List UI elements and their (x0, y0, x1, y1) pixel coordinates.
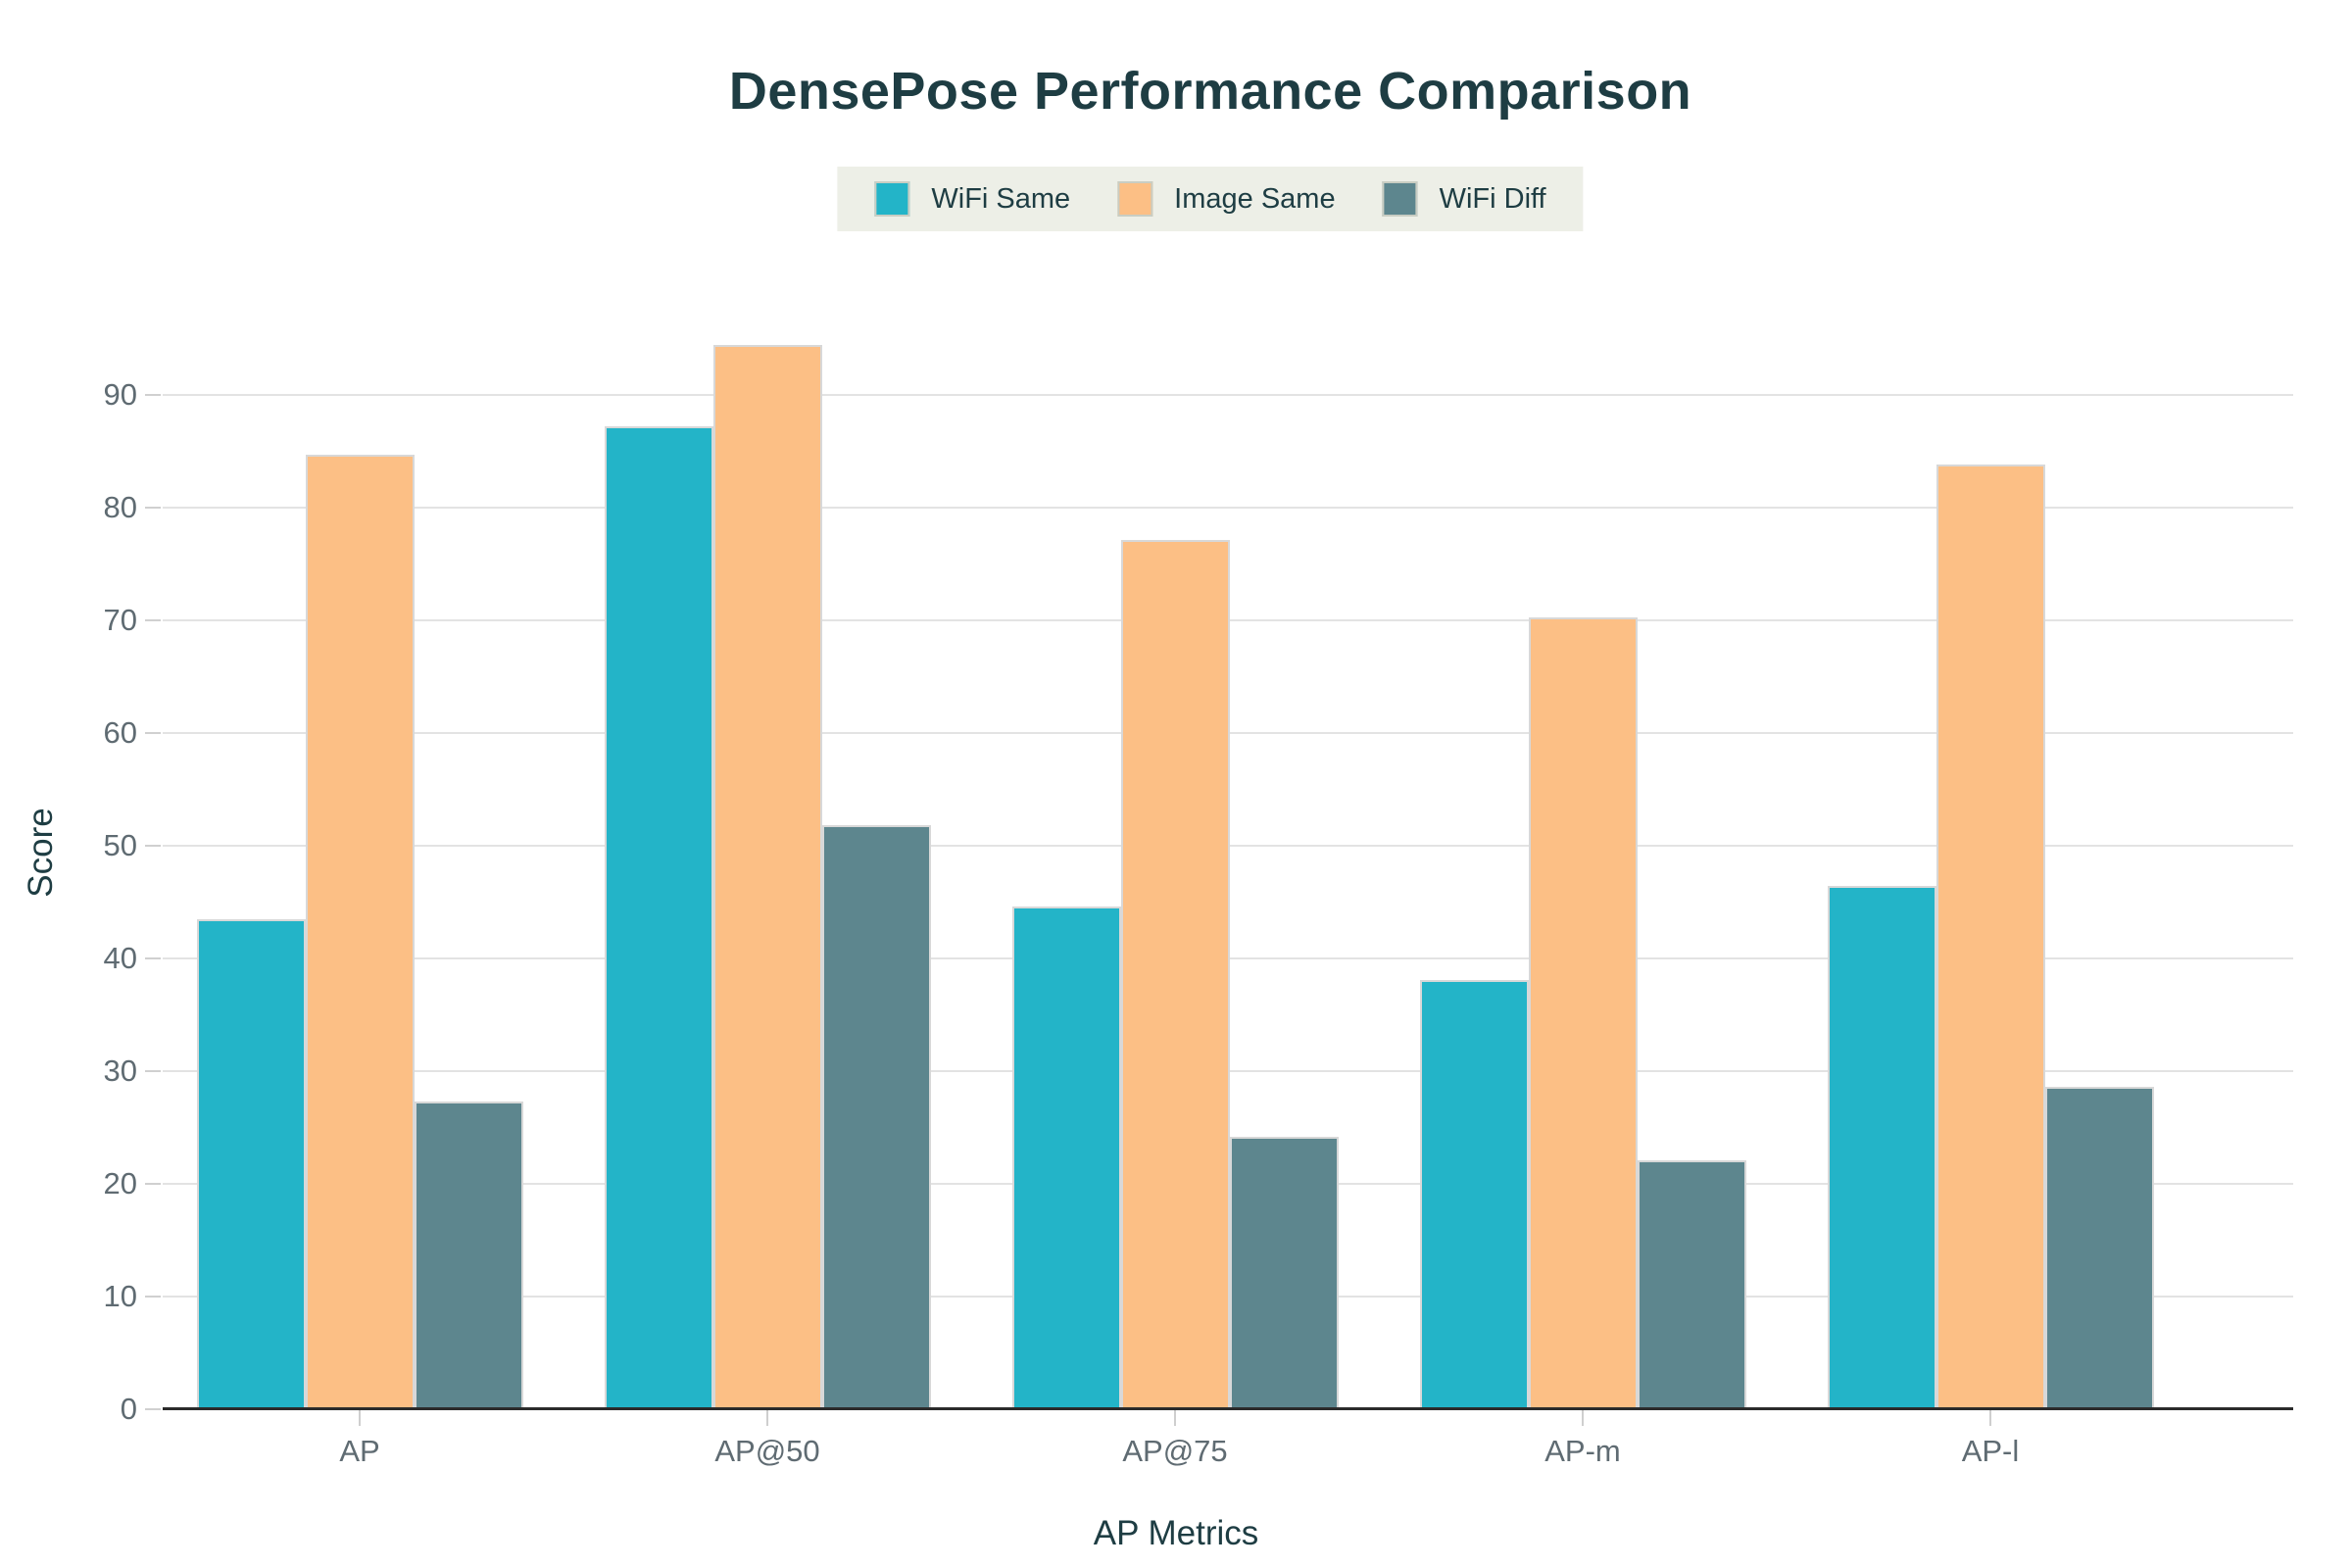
legend-label: Image Same (1174, 182, 1336, 215)
y-tick-mark (145, 1408, 161, 1410)
x-tick-mark (359, 1410, 361, 1426)
y-tick-mark (145, 394, 161, 396)
x-tick-label-ap: AP (339, 1434, 380, 1468)
legend-label: WiFi Diff (1439, 182, 1546, 215)
gridline-y-90 (163, 394, 2293, 396)
x-tick-label-ap-75: AP@75 (1122, 1434, 1228, 1468)
bar-wifi-same-ap-m (1419, 979, 1529, 1409)
y-tick-label: 50 (103, 828, 137, 862)
gridline-y-80 (163, 507, 2293, 509)
y-tick-label: 30 (103, 1054, 137, 1088)
legend: WiFi Same Image Same WiFi Diff (837, 167, 1584, 231)
bar-wifi-diff-ap-75 (1229, 1136, 1339, 1409)
x-tick-label-ap-50: AP@50 (714, 1434, 820, 1468)
legend-label: WiFi Same (931, 182, 1071, 215)
y-tick-label: 70 (103, 603, 137, 637)
y-tick-mark (145, 619, 161, 621)
bar-wifi-diff-ap-m (1637, 1159, 1746, 1409)
y-tick-mark (145, 1070, 161, 1072)
y-tick-label: 0 (120, 1392, 137, 1426)
x-axis-title: AP Metrics (1093, 1514, 1259, 1552)
legend-item-wifi-diff[interactable]: WiFi Diff (1382, 181, 1546, 217)
bar-wifi-same-ap (196, 918, 306, 1409)
y-tick-mark (145, 845, 161, 847)
x-tick-mark (1582, 1410, 1584, 1426)
bar-image-same-ap-75 (1120, 540, 1230, 1409)
chart-title: DensePose Performance Comparison (728, 62, 1692, 121)
y-tick-label: 90 (103, 377, 137, 412)
y-tick-label: 40 (103, 941, 137, 975)
y-tick-label: 80 (103, 490, 137, 524)
y-tick-mark (145, 1183, 161, 1185)
legend-swatch-image-same-icon (1117, 181, 1153, 217)
x-axis-line (163, 1407, 2293, 1410)
legend-swatch-wifi-diff-icon (1382, 181, 1418, 217)
legend-swatch-wifi-same-icon (874, 181, 910, 217)
legend-item-wifi-same[interactable]: WiFi Same (874, 181, 1070, 217)
bar-image-same-ap-m (1528, 616, 1638, 1409)
bar-wifi-same-ap-75 (1011, 906, 1121, 1409)
y-tick-label: 20 (103, 1166, 137, 1200)
bar-wifi-diff-ap-l (2044, 1087, 2154, 1409)
x-tick-mark (766, 1410, 768, 1426)
x-tick-mark (1989, 1410, 1991, 1426)
bar-image-same-ap-50 (712, 345, 822, 1409)
bar-wifi-same-ap-50 (604, 426, 713, 1409)
y-tick-label: 60 (103, 715, 137, 750)
bar-image-same-ap-l (1936, 465, 2045, 1409)
bar-wifi-diff-ap (414, 1102, 523, 1409)
x-tick-label-ap-m: AP-m (1544, 1434, 1621, 1468)
y-tick-mark (145, 1296, 161, 1298)
y-tick-label: 10 (103, 1279, 137, 1313)
x-tick-label-ap-l: AP-l (1961, 1434, 2020, 1468)
y-tick-mark (145, 732, 161, 734)
y-axis-title: Score (22, 808, 60, 898)
x-tick-mark (1174, 1410, 1176, 1426)
y-tick-mark (145, 507, 161, 509)
legend-item-image-same[interactable]: Image Same (1117, 181, 1336, 217)
bar-image-same-ap (305, 454, 415, 1409)
bar-wifi-diff-ap-50 (821, 825, 931, 1409)
y-tick-mark (145, 957, 161, 959)
bar-wifi-same-ap-l (1827, 886, 1936, 1409)
